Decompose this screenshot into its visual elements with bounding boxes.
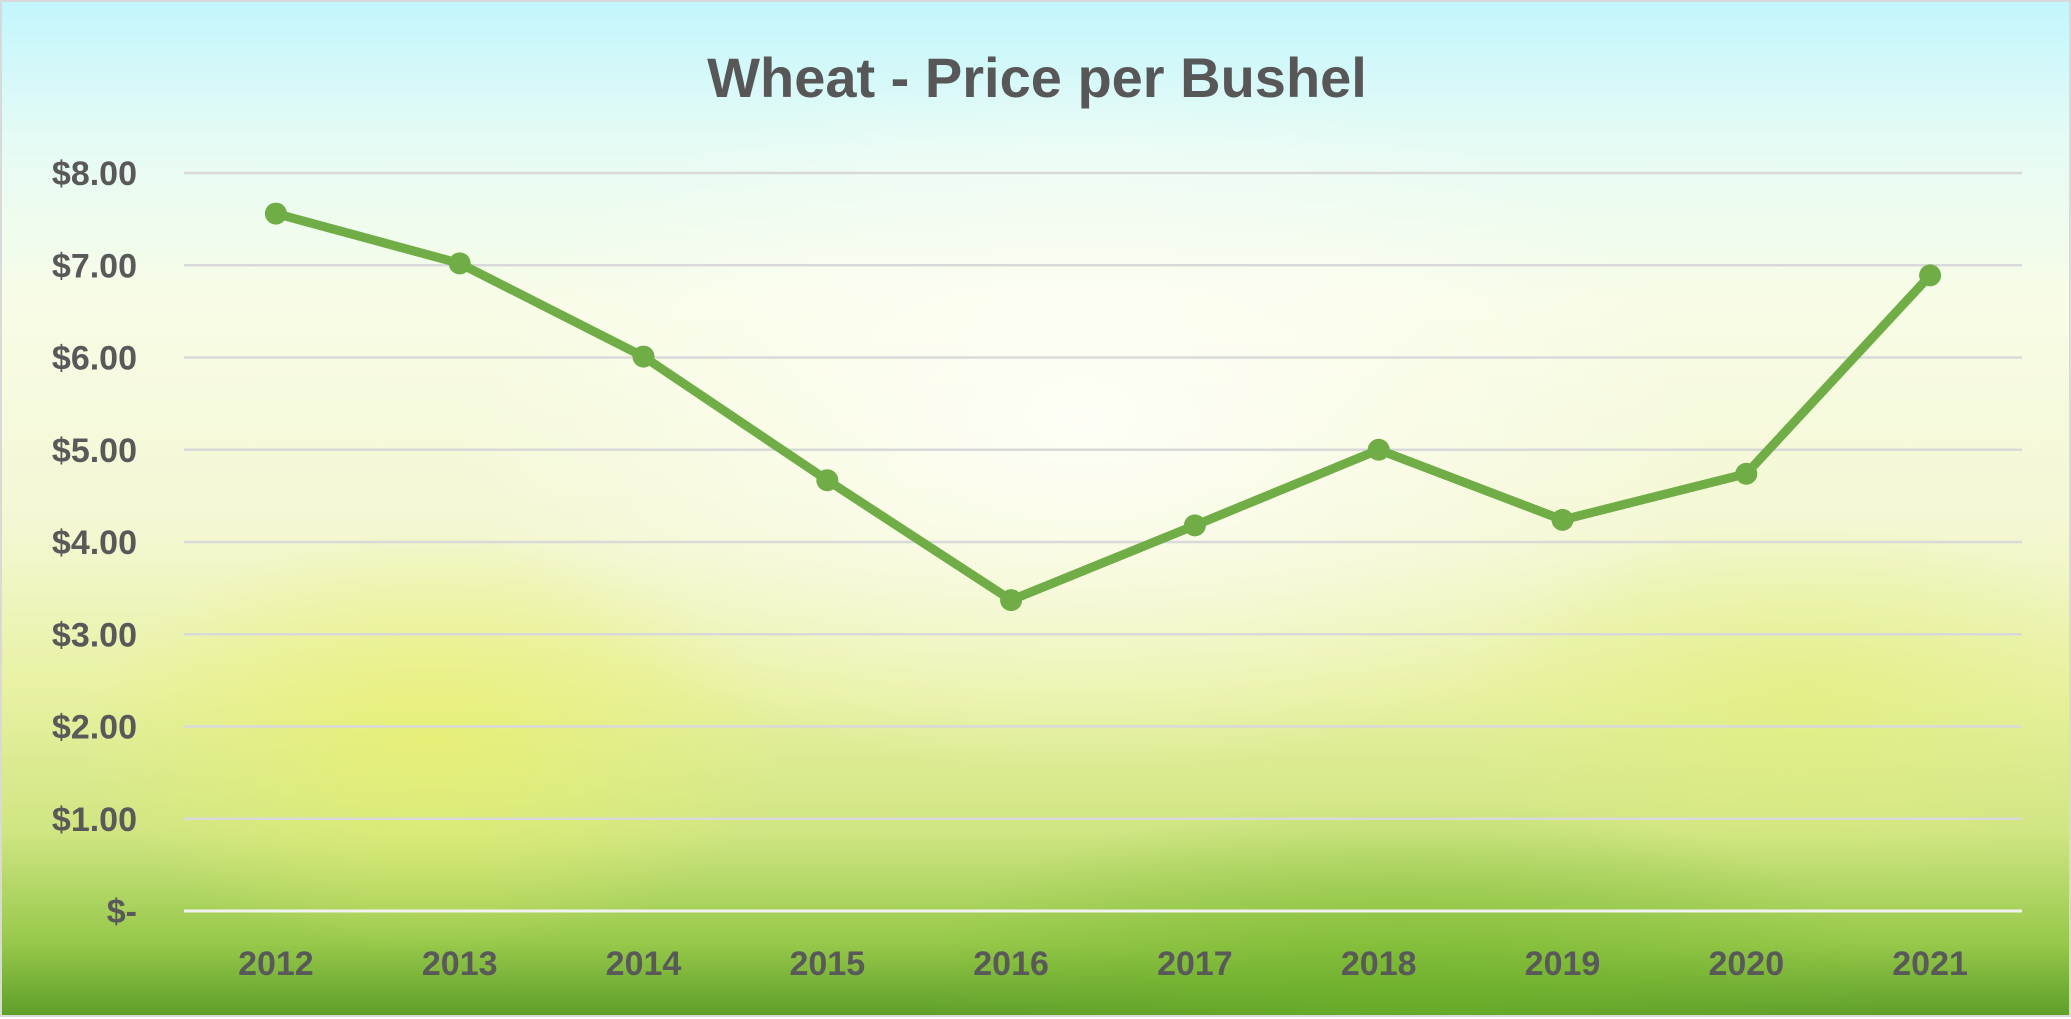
- y-tick-label: $4.00: [52, 524, 137, 562]
- data-point: [1183, 514, 1206, 537]
- series: [264, 202, 1942, 612]
- x-tick-label: 2019: [1525, 945, 1601, 983]
- x-tick-label: 2017: [1157, 945, 1233, 983]
- data-point: [1000, 589, 1023, 612]
- y-tick-label: $8.00: [52, 155, 137, 193]
- x-tick-label: 2014: [606, 945, 682, 983]
- y-axis-ticks: $- $1.00 $2.00 $3.00 $4.00 $5.00 $6.00 $7.00 $8.…: [52, 155, 137, 931]
- y-tick-label: $3.00: [52, 616, 137, 654]
- x-axis-ticks: 2012 2013 2014 2015 2016 2017 2018 2019 2020 2021: [238, 945, 1968, 983]
- x-tick-label: 2020: [1708, 945, 1784, 983]
- x-tick-label: 2013: [422, 945, 498, 983]
- data-point: [1551, 508, 1574, 531]
- data-point: [1735, 462, 1758, 485]
- x-tick-label: 2012: [238, 945, 314, 983]
- y-tick-label: $-: [107, 893, 137, 931]
- data-point: [1367, 438, 1390, 461]
- data-point: [264, 202, 287, 225]
- y-tick-label: $2.00: [52, 709, 137, 747]
- y-tick-label: $1.00: [52, 801, 137, 839]
- series-line: [271, 209, 1935, 605]
- x-tick-label: 2016: [973, 945, 1049, 983]
- chart-title: Wheat - Price per Bushel: [707, 46, 1367, 109]
- x-tick-label: 2018: [1341, 945, 1417, 983]
- gridlines: [184, 171, 2022, 913]
- x-tick-label: 2015: [789, 945, 865, 983]
- data-point: [816, 469, 839, 492]
- y-tick-label: $5.00: [52, 432, 137, 470]
- data-point: [632, 345, 655, 368]
- data-point: [448, 252, 471, 275]
- y-tick-label: $7.00: [52, 247, 137, 285]
- x-tick-label: 2021: [1892, 945, 1968, 983]
- data-point: [1919, 264, 1942, 287]
- y-tick-label: $6.00: [52, 340, 137, 378]
